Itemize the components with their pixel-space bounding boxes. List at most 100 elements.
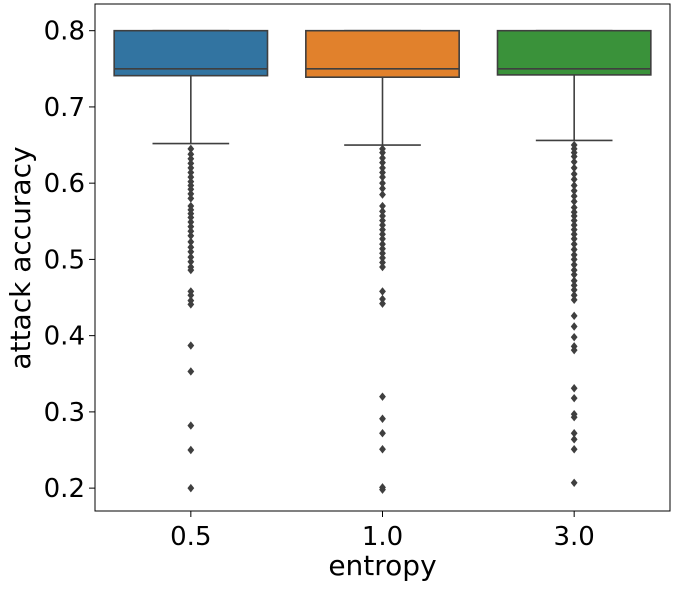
outlier-point [379, 201, 386, 211]
outlier-point [187, 213, 195, 222]
outlier-point [187, 265, 195, 275]
outlier-point [379, 184, 386, 193]
outlier-point [379, 148, 386, 157]
outlier-point [379, 287, 386, 296]
outlier-point [570, 255, 578, 264]
outlier-point [379, 253, 386, 263]
outlier-point [187, 163, 195, 173]
outlier-point [379, 225, 386, 234]
outlier-point [570, 181, 578, 190]
outlier-point [379, 392, 386, 401]
outlier-point [379, 220, 386, 230]
x-axis-label: entropy [328, 549, 436, 582]
outlier-point [379, 163, 386, 173]
outlier-point [187, 217, 195, 227]
outlier-point [570, 285, 578, 295]
outlier-point [187, 226, 195, 236]
outlier-point [570, 230, 578, 239]
outlier-point [570, 429, 578, 438]
y-tick-label: 0.6 [44, 169, 85, 199]
outlier-point [570, 225, 578, 234]
outlier-point [187, 168, 195, 177]
outlier-point [187, 252, 195, 262]
outlier-point [379, 445, 386, 454]
outlier-point [187, 194, 195, 203]
outlier-point [570, 276, 578, 285]
y-tick-label: 0.2 [44, 474, 85, 504]
y-axis: 0.2 0.3 0.4 0.5 0.6 0.7 0.8 [44, 17, 95, 504]
outlier-point [570, 393, 578, 403]
outlier-point [187, 149, 195, 159]
outlier-point [379, 429, 386, 438]
outlier-point [570, 216, 578, 225]
outlier-point [379, 211, 386, 221]
box-group-3-0 [496, 29, 652, 487]
outlier-point [379, 244, 386, 253]
box-group-0-5 [113, 29, 269, 493]
outlier-point [187, 300, 195, 309]
outlier-point [187, 189, 195, 199]
outlier-point [187, 421, 195, 430]
outlier-point [379, 216, 386, 225]
outlier-point [187, 483, 195, 493]
y-tick-label: 0.7 [44, 93, 85, 123]
outlier-point [379, 207, 386, 216]
outlier-point [570, 311, 578, 321]
outlier-point [570, 295, 578, 305]
outlier-point [570, 332, 578, 342]
outlier-point [570, 186, 578, 195]
outlier-point [570, 157, 578, 167]
outlier-point [187, 367, 195, 376]
outlier-point [570, 239, 578, 249]
outlier-point [570, 234, 578, 244]
outlier-point [570, 413, 578, 422]
plot-frame [94, 3, 671, 512]
outlier-point [187, 159, 195, 168]
outlier-point [379, 234, 386, 244]
outlier-point [187, 144, 195, 154]
outlier-point [379, 172, 386, 182]
outlier-point [570, 203, 578, 212]
outlier-point [187, 243, 195, 252]
outlier-point [570, 191, 578, 201]
y-tick-label: 0.5 [44, 245, 85, 275]
outlier-point [570, 322, 578, 331]
outlier-point [187, 172, 195, 182]
outlier-point [379, 485, 386, 494]
outlier-point [379, 249, 386, 258]
outlier-point [570, 265, 578, 275]
outlier-point [570, 250, 578, 260]
y-axis-label: attack accuracy [4, 146, 37, 369]
y-tick-label: 0.8 [44, 17, 85, 47]
outlier-point [187, 154, 195, 163]
outlier-point [187, 222, 195, 231]
outlier-point [187, 341, 195, 350]
y-tick-label: 0.3 [44, 398, 85, 428]
outlier-point [379, 230, 386, 239]
outlier-point [187, 185, 195, 194]
boxes-layer [113, 29, 652, 494]
outlier-point [570, 281, 578, 290]
outlier-point [187, 237, 195, 247]
outlier-point [379, 258, 386, 267]
outlier-point [570, 169, 578, 179]
outlier-point [187, 231, 195, 240]
outlier-point [570, 220, 578, 230]
y-tick-label: 0.4 [44, 322, 85, 352]
outlier-point [570, 345, 578, 355]
outlier-point [570, 384, 578, 393]
outlier-point [570, 435, 578, 444]
outlier-point [187, 445, 195, 455]
outlier-point [570, 245, 578, 254]
outlier-point [570, 478, 578, 487]
outlier-point [570, 197, 578, 206]
outlier-point [379, 168, 386, 177]
outlier-point [379, 153, 386, 163]
outlier-point [379, 190, 386, 199]
outlier-point [379, 178, 386, 188]
x-tick-label: 0.5 [170, 522, 211, 552]
outlier-point [570, 260, 578, 269]
outlier-point [570, 211, 578, 221]
outlier-point [379, 158, 386, 167]
